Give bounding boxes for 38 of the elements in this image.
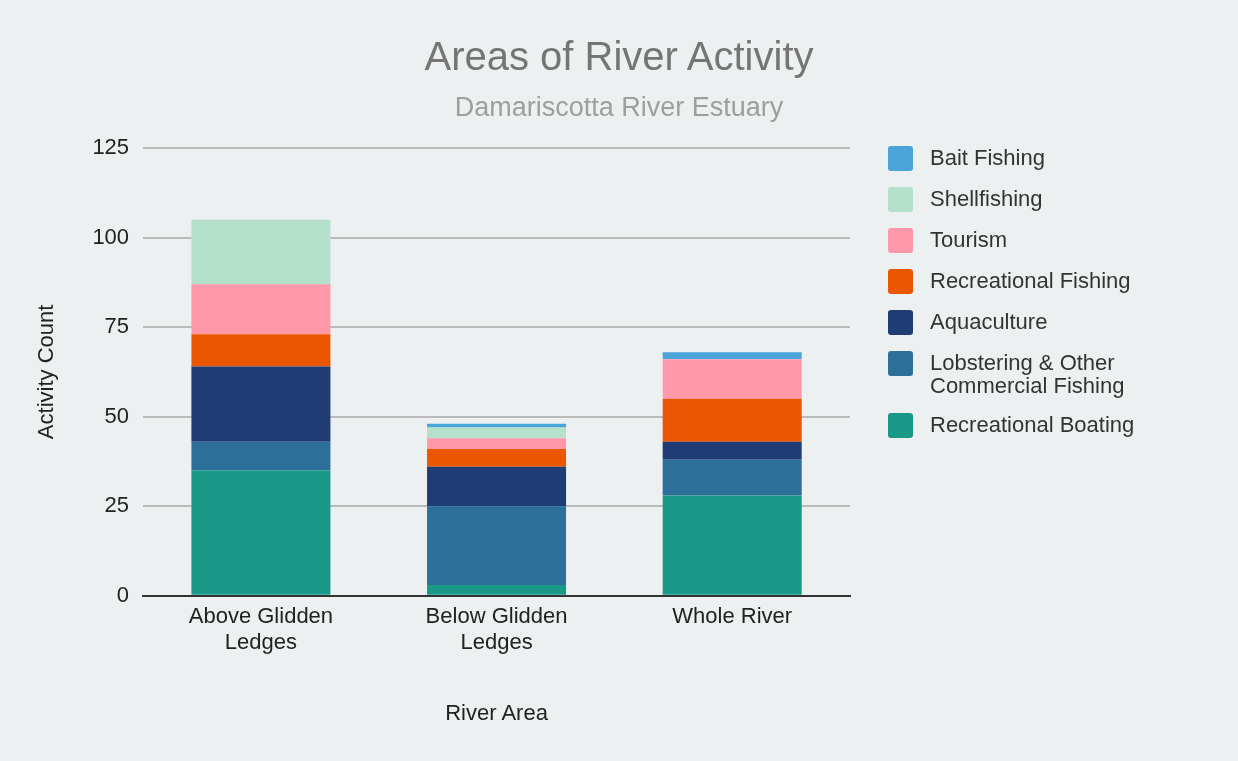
- y-tick-label: 75: [104, 313, 130, 339]
- bar: [662, 495, 802, 595]
- y-tick-label: 25: [104, 492, 130, 518]
- legend-label: Tourism: [930, 227, 1008, 252]
- x-tick-label: Whole River: [672, 603, 793, 629]
- legend-label: Lobstering & Other Commercial Fishing: [930, 350, 1126, 398]
- bar: [191, 366, 331, 442]
- bar: [191, 219, 331, 285]
- bar: [191, 470, 331, 595]
- bar: [427, 506, 567, 586]
- y-tick-label: 0: [116, 581, 130, 607]
- bar: [662, 352, 802, 360]
- bar: [427, 466, 567, 507]
- chart-subtitle: Damariscotta River Estuary: [453, 92, 785, 123]
- y-tick-label: 125: [92, 134, 130, 160]
- bar: [427, 438, 567, 449]
- bar: [662, 398, 802, 442]
- y-axis-title: Activity Count: [33, 304, 59, 440]
- legend-label: Recreational Fishing: [930, 268, 1131, 293]
- legend-label: Recreational Boating: [930, 412, 1135, 437]
- bar: [662, 359, 802, 399]
- bar: [427, 427, 567, 439]
- bar: [662, 441, 802, 460]
- bar: [427, 585, 567, 595]
- legend-label: Shellfishing: [930, 186, 1043, 211]
- legend-label: Aquaculture: [930, 309, 1048, 334]
- bar: [191, 284, 331, 335]
- bar: [662, 459, 802, 496]
- bar: [191, 441, 331, 471]
- chart-title: Areas of River Activity: [423, 34, 815, 79]
- x-tick-label: Below Glidden Ledges: [425, 603, 568, 655]
- y-tick-label: 50: [104, 402, 130, 428]
- x-tick-label: Above Glidden Ledges: [188, 603, 334, 655]
- y-tick-label: 100: [92, 223, 130, 249]
- bar: [191, 334, 331, 367]
- bar: [427, 448, 567, 467]
- x-axis-title: River Area: [445, 699, 549, 725]
- legend-label: Bait Fishing: [930, 145, 1045, 170]
